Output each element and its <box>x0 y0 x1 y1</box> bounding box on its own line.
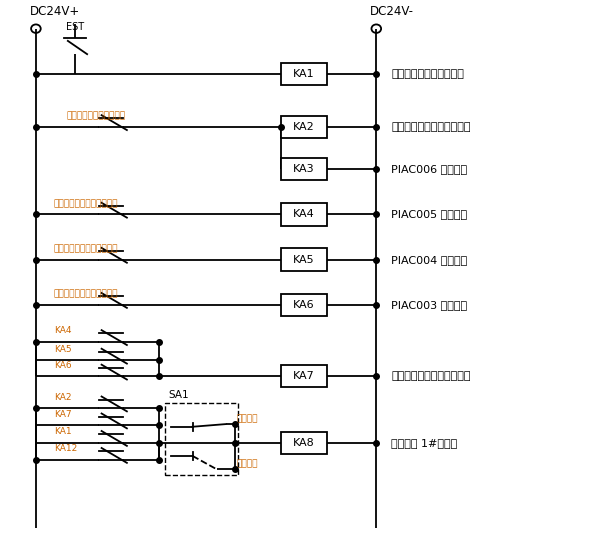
Bar <box>282 116 326 138</box>
Bar <box>282 365 326 387</box>
Text: 低压储气井组压力高限报警: 低压储气井组压力高限报警 <box>54 289 119 298</box>
Text: 汽车加气: 汽车加气 <box>237 460 258 469</box>
Text: KA4: KA4 <box>54 326 72 335</box>
Bar <box>282 432 326 454</box>
Text: DC24V+: DC24V+ <box>30 5 80 18</box>
Text: KA3: KA3 <box>293 164 315 174</box>
Bar <box>282 158 326 181</box>
Text: 紧急切断所有加气压缩机: 紧急切断所有加气压缩机 <box>392 69 465 79</box>
Text: KA7: KA7 <box>54 410 72 419</box>
Text: KA6: KA6 <box>293 300 315 309</box>
Bar <box>282 203 326 226</box>
Text: KA7: KA7 <box>293 371 315 381</box>
Text: 槽车加气: 槽车加气 <box>237 414 258 424</box>
Bar <box>282 63 326 85</box>
Bar <box>282 294 326 316</box>
Text: KA12: KA12 <box>54 444 77 453</box>
Text: KA5: KA5 <box>293 255 315 265</box>
Text: PIAC006 高限报警: PIAC006 高限报警 <box>392 164 468 174</box>
Text: KA5: KA5 <box>54 345 72 354</box>
Text: 中压储气井组压力高限报警: 中压储气井组压力高限报警 <box>54 244 119 253</box>
Text: KA2: KA2 <box>54 393 72 402</box>
Text: 槽车加气岛压力高限报警: 槽车加气岛压力高限报警 <box>66 111 125 121</box>
Text: KA1: KA1 <box>293 69 315 79</box>
Text: PIAC004 高限报警: PIAC004 高限报警 <box>392 255 468 265</box>
Text: KA1: KA1 <box>54 427 72 436</box>
Text: DC24V-: DC24V- <box>370 5 414 18</box>
Text: EST: EST <box>66 22 84 32</box>
Text: 高压储气井组压力高限报警: 高压储气井组压力高限报警 <box>54 199 119 208</box>
Text: SA1: SA1 <box>168 390 189 400</box>
Text: KA8: KA8 <box>293 438 315 448</box>
Text: 联锁停止给槽车加气压缩机: 联锁停止给槽车加气压缩机 <box>392 122 471 132</box>
Text: KA6: KA6 <box>54 361 72 370</box>
Text: 联锁停止 1#空压机: 联锁停止 1#空压机 <box>392 438 458 448</box>
Text: PIAC003 高限报警: PIAC003 高限报警 <box>392 300 468 309</box>
Text: KA2: KA2 <box>293 122 315 132</box>
Bar <box>165 403 238 474</box>
Bar <box>282 248 326 270</box>
Text: 连锁停止给汽车加气压缩机: 连锁停止给汽车加气压缩机 <box>392 371 471 381</box>
Text: PIAC005 高限报警: PIAC005 高限报警 <box>392 209 468 220</box>
Text: KA4: KA4 <box>293 209 315 220</box>
